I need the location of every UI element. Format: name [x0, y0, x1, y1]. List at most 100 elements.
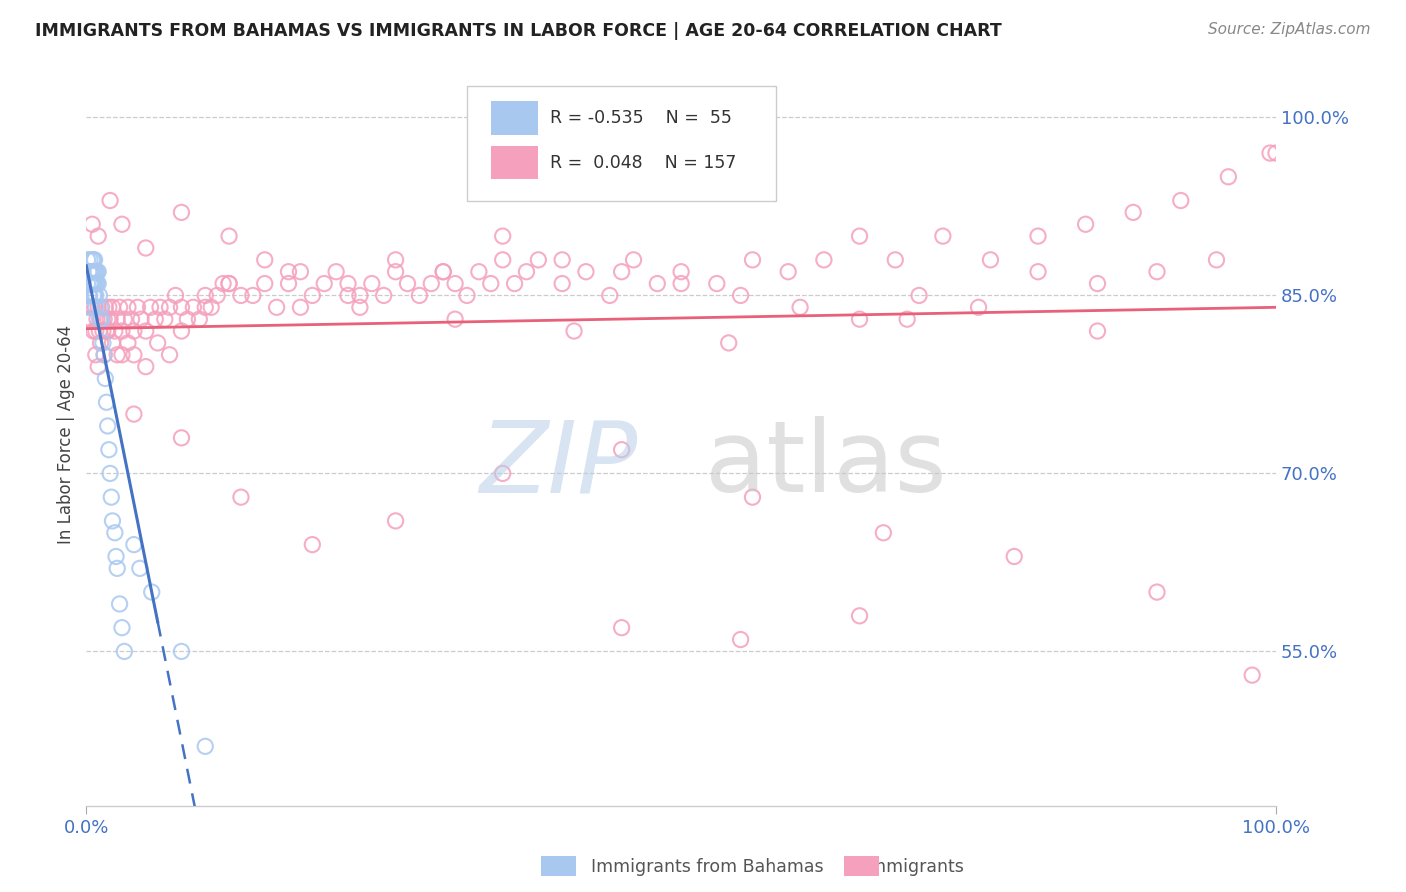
Point — [479, 277, 502, 291]
Point — [101, 335, 124, 350]
Point — [122, 407, 145, 421]
Point — [205, 288, 228, 302]
Point — [432, 265, 454, 279]
Point — [82, 324, 104, 338]
Point — [96, 395, 118, 409]
Point — [84, 277, 107, 291]
Point — [194, 739, 217, 754]
FancyBboxPatch shape — [491, 101, 538, 135]
Point — [122, 324, 145, 338]
Point — [266, 301, 288, 315]
Point — [384, 514, 406, 528]
Point — [1170, 194, 1192, 208]
Point — [139, 301, 162, 315]
Point — [551, 277, 574, 291]
Point — [97, 419, 120, 434]
Point — [492, 229, 515, 244]
Point — [91, 335, 114, 350]
Point — [301, 538, 323, 552]
Point — [97, 442, 120, 457]
Point — [127, 301, 149, 315]
Point — [1146, 585, 1168, 599]
Point — [1026, 229, 1049, 244]
Point — [337, 288, 360, 302]
Text: ZIP: ZIP — [479, 416, 637, 513]
Point — [82, 265, 104, 279]
Point — [218, 277, 240, 291]
Point — [77, 312, 100, 326]
Point — [979, 252, 1001, 267]
Point — [170, 205, 193, 219]
Point — [84, 324, 107, 338]
Point — [82, 217, 104, 231]
Point — [456, 288, 478, 302]
Point — [373, 288, 395, 302]
Point — [129, 312, 152, 326]
Point — [84, 301, 107, 315]
Point — [253, 277, 276, 291]
Point — [444, 277, 467, 291]
Text: IMMIGRANTS FROM BAHAMAS VS IMMIGRANTS IN LABOR FORCE | AGE 20-64 CORRELATION CHA: IMMIGRANTS FROM BAHAMAS VS IMMIGRANTS IN… — [35, 22, 1002, 40]
Point — [98, 467, 121, 481]
Point — [349, 301, 371, 315]
Point — [97, 301, 120, 315]
Point — [610, 442, 633, 457]
Point — [105, 561, 128, 575]
Point — [82, 277, 104, 291]
Point — [848, 229, 870, 244]
Point — [789, 301, 811, 315]
Point — [575, 265, 598, 279]
Point — [98, 194, 121, 208]
Point — [492, 467, 515, 481]
Point — [183, 301, 205, 315]
Point — [896, 312, 918, 326]
Point — [290, 301, 312, 315]
Point — [1074, 217, 1097, 231]
Text: R =  0.048    N = 157: R = 0.048 N = 157 — [550, 153, 737, 171]
Point — [94, 371, 117, 385]
Point — [97, 312, 120, 326]
Point — [170, 324, 193, 338]
Point — [83, 265, 105, 279]
Point — [218, 229, 240, 244]
Point — [515, 265, 537, 279]
Point — [87, 277, 110, 291]
Point — [90, 312, 112, 326]
Point — [89, 324, 111, 338]
Point — [97, 324, 120, 338]
Point — [908, 288, 931, 302]
Point — [420, 277, 443, 291]
Point — [159, 348, 181, 362]
Point — [170, 301, 193, 315]
Text: R = -0.535    N =  55: R = -0.535 N = 55 — [550, 109, 733, 128]
Point — [314, 277, 336, 291]
Point — [82, 252, 104, 267]
Point — [117, 335, 139, 350]
Point — [188, 312, 211, 326]
Point — [76, 252, 98, 267]
Point — [503, 277, 526, 291]
Point — [396, 277, 419, 291]
Point — [253, 252, 276, 267]
Point — [647, 277, 669, 291]
Point — [242, 288, 264, 302]
Point — [468, 265, 491, 279]
Point — [90, 312, 112, 326]
Text: Immigrants from Bahamas: Immigrants from Bahamas — [591, 858, 823, 876]
Point — [77, 265, 100, 279]
Point — [778, 265, 800, 279]
Point — [277, 277, 299, 291]
Point — [669, 277, 692, 291]
Point — [93, 348, 115, 362]
Point — [79, 252, 101, 267]
Point — [96, 324, 118, 338]
Point — [623, 252, 645, 267]
Point — [80, 301, 103, 315]
Point — [87, 265, 110, 279]
Point — [1205, 252, 1227, 267]
Point — [146, 335, 169, 350]
Point — [212, 277, 235, 291]
Point — [93, 312, 115, 326]
Point — [599, 288, 621, 302]
Point — [143, 312, 166, 326]
